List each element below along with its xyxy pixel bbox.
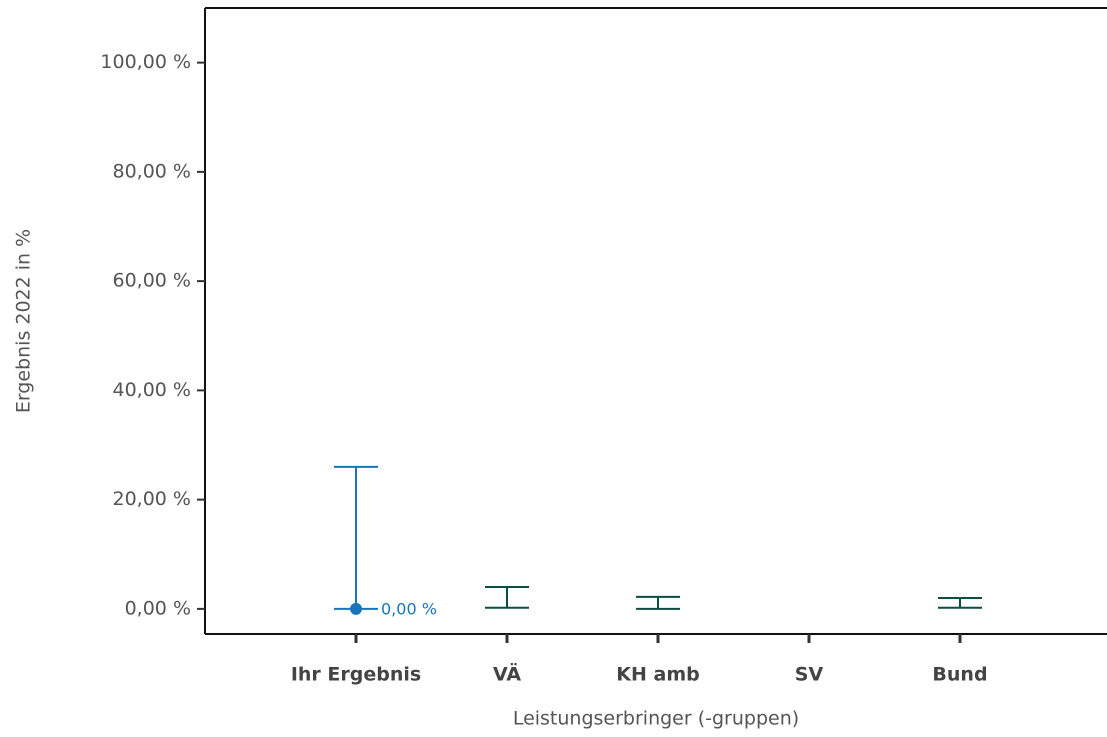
x-tick-label: Ihr Ergebnis — [291, 664, 421, 686]
x-tick-label: SV — [795, 664, 824, 686]
x-tick-label: VÄ — [493, 662, 521, 686]
y-tick-label: 60,00 % — [113, 270, 192, 292]
value-label: 0,00 % — [381, 599, 437, 618]
y-tick-label: 100,00 % — [100, 51, 191, 73]
x-tick-label: Bund — [932, 664, 987, 686]
y-tick-label: 40,00 % — [113, 379, 192, 401]
y-tick-label: 0,00 % — [125, 597, 191, 619]
y-tick-label: 80,00 % — [113, 160, 192, 182]
y-tick-label: 20,00 % — [113, 488, 192, 510]
x-tick-label: KH amb — [616, 664, 699, 686]
x-axis-title: Leistungserbringer (-gruppen) — [513, 708, 799, 730]
point — [350, 602, 362, 615]
y-axis-title: Ergebnis 2022 in % — [13, 229, 35, 413]
